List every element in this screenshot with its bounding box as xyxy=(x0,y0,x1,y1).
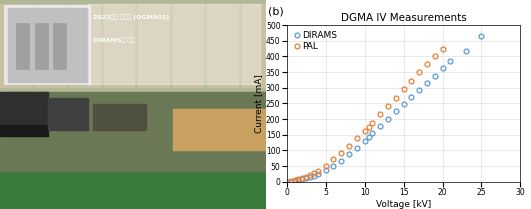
PAL xyxy=(385,105,391,107)
Bar xyxy=(35,4,66,88)
DIRAMS xyxy=(478,35,485,37)
Bar xyxy=(0,171,266,209)
Bar xyxy=(5,6,90,84)
PAL xyxy=(408,80,415,82)
DIRAMS xyxy=(284,181,290,183)
PAL xyxy=(287,180,294,182)
Bar xyxy=(138,4,170,88)
Bar xyxy=(69,4,101,88)
Bar xyxy=(53,23,66,69)
DIRAMS xyxy=(432,75,438,77)
Bar xyxy=(173,109,266,150)
Bar xyxy=(0,92,48,130)
Bar xyxy=(48,98,88,130)
PAL xyxy=(400,88,407,91)
DIRAMS xyxy=(311,175,317,177)
Bar xyxy=(0,171,266,209)
Text: DIRAMS에 설치: DIRAMS에 설치 xyxy=(93,37,135,43)
Bar xyxy=(207,4,239,88)
DIRAMS xyxy=(463,50,469,52)
Legend: DIRAMS, PAL: DIRAMS, PAL xyxy=(292,30,339,52)
DIRAMS xyxy=(307,176,313,178)
Bar xyxy=(88,4,260,84)
DIRAMS xyxy=(315,173,321,175)
Y-axis label: Current [mA]: Current [mA] xyxy=(254,74,263,133)
DIRAMS xyxy=(303,177,310,180)
PAL xyxy=(354,137,360,139)
PAL xyxy=(424,63,430,66)
Text: (a): (a) xyxy=(3,4,18,14)
Text: (b): (b) xyxy=(268,6,284,16)
PAL xyxy=(315,170,321,172)
PAL xyxy=(439,47,446,50)
PAL xyxy=(307,174,313,176)
DIRAMS xyxy=(346,153,352,155)
DIRAMS xyxy=(439,67,446,70)
PAL xyxy=(284,181,290,183)
Bar xyxy=(8,8,88,82)
DIRAMS xyxy=(392,110,399,112)
PAL xyxy=(392,97,399,99)
Bar xyxy=(16,23,29,69)
DIRAMS xyxy=(385,118,391,120)
Bar xyxy=(35,23,48,69)
Bar xyxy=(104,4,135,88)
DIRAMS xyxy=(354,147,360,149)
Bar xyxy=(242,4,273,88)
DIRAMS xyxy=(362,140,368,142)
X-axis label: Voltage [kV]: Voltage [kV] xyxy=(376,200,431,209)
DIRAMS xyxy=(365,136,372,139)
DIRAMS xyxy=(400,103,407,105)
DIRAMS xyxy=(322,169,329,171)
PAL xyxy=(377,113,383,116)
PAL xyxy=(322,164,329,167)
PAL xyxy=(330,158,337,161)
PAL xyxy=(362,130,368,132)
PAL xyxy=(338,151,345,154)
DIRAMS xyxy=(416,89,422,91)
Bar xyxy=(173,4,204,88)
PAL xyxy=(369,122,375,124)
Line: PAL: PAL xyxy=(284,46,445,184)
DIRAMS xyxy=(369,132,375,135)
DIRAMS xyxy=(447,60,453,62)
DIRAMS xyxy=(377,125,383,127)
PAL xyxy=(346,145,352,147)
Bar xyxy=(0,125,48,136)
Line: DIRAMS: DIRAMS xyxy=(284,34,484,184)
DIRAMS xyxy=(287,180,294,183)
Text: 2022년도 전자총 (DGMA01): 2022년도 전자총 (DGMA01) xyxy=(93,14,169,20)
PAL xyxy=(303,175,310,178)
DIRAMS xyxy=(330,164,337,167)
PAL xyxy=(295,178,302,181)
DIRAMS xyxy=(295,179,302,181)
PAL xyxy=(416,71,422,73)
DIRAMS xyxy=(292,180,298,182)
DIRAMS xyxy=(424,82,430,84)
DIRAMS xyxy=(338,159,345,162)
PAL xyxy=(311,172,317,174)
PAL xyxy=(299,177,305,179)
DIRAMS xyxy=(299,178,305,181)
Bar xyxy=(93,104,146,130)
Title: DGMA IV Measurements: DGMA IV Measurements xyxy=(341,13,466,23)
PAL xyxy=(292,179,298,181)
PAL xyxy=(365,126,372,128)
Bar xyxy=(0,4,32,88)
PAL xyxy=(432,55,438,58)
Bar xyxy=(0,0,266,94)
DIRAMS xyxy=(408,96,415,98)
Bar xyxy=(0,92,266,171)
